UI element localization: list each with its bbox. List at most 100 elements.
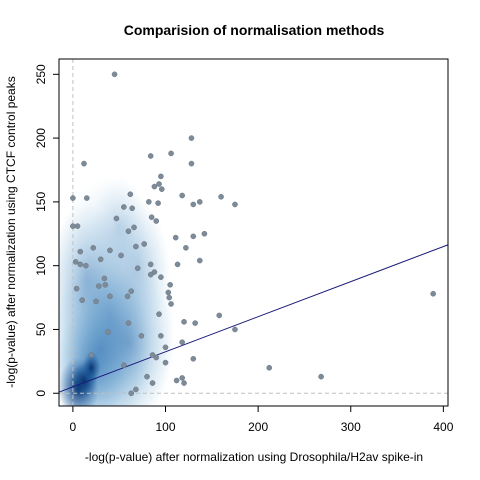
data-point	[156, 311, 162, 317]
data-point	[146, 199, 152, 205]
data-point	[147, 261, 154, 268]
y-tick-label: 100	[34, 255, 48, 275]
y-tick-label: 200	[34, 128, 48, 148]
data-point	[138, 333, 145, 339]
data-point	[148, 214, 155, 220]
data-point	[96, 283, 102, 289]
data-point	[88, 352, 95, 358]
data-point	[158, 173, 164, 180]
x-axis-label: -log(p-value) after normalization using …	[85, 450, 423, 464]
data-point	[107, 293, 113, 300]
data-point	[196, 199, 203, 205]
data-point	[430, 290, 436, 297]
y-tick-label: 0	[34, 390, 48, 397]
data-point	[133, 243, 139, 250]
y-tick-label: 250	[34, 64, 48, 84]
data-point	[183, 245, 189, 251]
data-point	[121, 362, 127, 368]
data-point	[192, 320, 198, 326]
plot-frame	[58, 58, 449, 407]
density-core	[82, 352, 101, 384]
data-point	[70, 195, 76, 201]
data-point	[73, 285, 80, 292]
data-point	[201, 230, 208, 237]
data-point	[74, 223, 81, 229]
x-axis: 0 100 200 300 400	[70, 406, 454, 434]
data-point	[190, 233, 197, 240]
data-point	[134, 265, 141, 272]
data-point	[216, 312, 223, 319]
data-point	[77, 248, 84, 255]
data-point	[129, 205, 135, 212]
data-point	[83, 262, 89, 269]
data-point	[168, 301, 174, 307]
x-tick-label: 400	[433, 420, 453, 434]
data-point	[124, 293, 131, 300]
y-tick-label: 150	[34, 192, 48, 212]
data-point	[77, 261, 84, 268]
data-point	[181, 319, 187, 325]
data-point	[232, 201, 238, 208]
reference-lines	[59, 59, 448, 406]
points-layer	[70, 71, 436, 397]
fit-line-layer	[59, 244, 448, 393]
data-point	[125, 320, 132, 326]
data-point	[93, 298, 99, 305]
data-point	[167, 282, 173, 288]
data-point	[173, 377, 180, 384]
data-point	[162, 359, 169, 366]
data-point	[158, 333, 164, 339]
data-point	[128, 390, 135, 397]
data-point	[179, 375, 185, 381]
data-point	[155, 200, 161, 206]
data-point	[81, 160, 87, 167]
data-point	[158, 274, 164, 280]
data-point	[156, 181, 162, 187]
data-point	[179, 339, 185, 346]
data-point	[159, 186, 165, 192]
density-layer	[59, 176, 175, 406]
data-point	[181, 380, 187, 386]
y-axis: 0 50 100 150 200 250	[34, 64, 59, 397]
data-point	[107, 247, 113, 254]
chart-title: Comparision of normalisation methods	[124, 22, 385, 38]
y-tick-label: 50	[34, 322, 48, 336]
density-blob	[91, 176, 147, 279]
data-point	[131, 224, 137, 231]
data-point	[149, 352, 156, 358]
data-point	[190, 355, 197, 362]
data-point	[188, 135, 195, 141]
data-point	[79, 297, 85, 303]
data-point	[144, 373, 150, 380]
data-point	[102, 282, 109, 288]
data-point	[128, 288, 135, 294]
data-point	[168, 150, 174, 157]
data-point	[153, 218, 160, 224]
data-point	[111, 71, 118, 78]
data-point	[133, 386, 139, 393]
data-point	[97, 256, 104, 263]
data-point	[190, 201, 197, 208]
data-point	[147, 153, 154, 159]
data-point	[70, 223, 76, 229]
data-point	[218, 193, 224, 200]
x-tick-label: 0	[70, 420, 77, 434]
data-point	[149, 380, 156, 386]
data-point	[121, 204, 127, 210]
data-point	[318, 373, 324, 380]
data-point	[125, 228, 132, 235]
data-point	[165, 289, 172, 296]
data-point	[127, 191, 134, 198]
data-point	[162, 344, 169, 351]
data-point	[232, 326, 238, 333]
data-point	[151, 183, 158, 190]
data-point	[118, 252, 124, 259]
y-axis-label: -log(p-value) after normalization using …	[4, 76, 18, 387]
data-point	[147, 271, 154, 278]
data-point	[172, 234, 179, 241]
data-point	[72, 259, 79, 265]
x-tick-label: 100	[155, 420, 175, 434]
data-point	[101, 275, 108, 282]
data-point	[141, 241, 148, 247]
